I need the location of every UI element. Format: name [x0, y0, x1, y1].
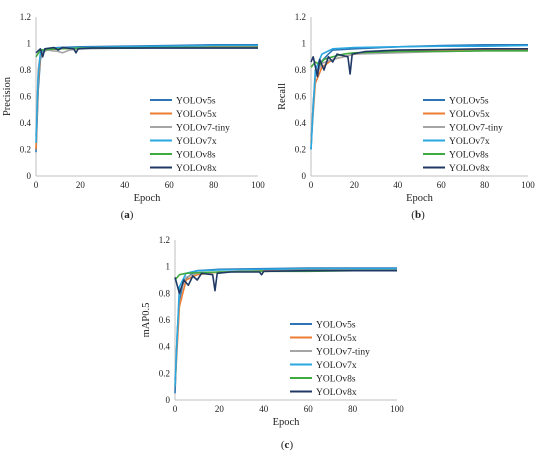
- series-line-yolov7-tiny: [174, 269, 397, 381]
- series-line-yolov8x: [35, 46, 258, 58]
- legend-entry: YOLOv5s: [449, 97, 489, 107]
- x-tick-label: 80: [209, 180, 219, 190]
- y-tick-label: 1: [302, 39, 307, 49]
- x-tick-label: 20: [76, 180, 86, 190]
- x-tick-label: 60: [165, 180, 175, 190]
- x-tick-label: 100: [521, 180, 535, 190]
- y-tick-label: 0.2: [20, 145, 31, 155]
- legend-entry: YOLOv5x: [449, 110, 490, 120]
- x-tick-label: 20: [215, 404, 225, 414]
- y-tick-label: 0.6: [159, 315, 171, 325]
- x-tick-label: 40: [120, 180, 130, 190]
- legend-entry: YOLOv5x: [176, 110, 217, 120]
- series-line-yolov5s: [310, 44, 528, 150]
- y-tick-label: 1.2: [159, 235, 170, 245]
- series-line-yolov5x: [174, 269, 397, 387]
- y-axis-label: Precision: [2, 76, 13, 116]
- x-tick-label: 0: [309, 180, 314, 190]
- x-tick-label: 80: [480, 180, 490, 190]
- chart-map05: 0 0.2 0.4 0.6 0.8 1 1.2 0 20 40 60 80 100 Epoch mAP0.5…: [141, 235, 404, 451]
- panel-label: (b): [411, 209, 425, 221]
- x-axis-label: Epoch: [273, 417, 301, 428]
- legend-entry: YOLOv7x: [176, 137, 217, 147]
- x-tick-label: 0: [34, 180, 39, 190]
- x-axis-label: Epoch: [134, 193, 162, 204]
- y-tick-label: 0: [302, 171, 307, 181]
- y-tick-label: 0.2: [159, 368, 170, 378]
- y-axis-label: Recall: [277, 83, 288, 110]
- series-line-yolov8x: [174, 269, 397, 295]
- chart-precision: 0 0.2 0.4 0.6 0.8 1 1.2 0 20 40 60 80 100 Epoch Precis…: [2, 12, 265, 221]
- x-tick-label: 100: [251, 180, 265, 190]
- y-tick-label: 0.6: [20, 92, 32, 102]
- legend-entry: YOLOv8s: [316, 375, 356, 385]
- y-tick-label: 0.6: [295, 92, 307, 102]
- series-line-yolov5x: [35, 46, 258, 150]
- x-tick-label: 100: [390, 404, 404, 414]
- y-tick-label: 1: [27, 39, 32, 49]
- legend-entry: YOLOv8x: [176, 164, 217, 174]
- legend: YOLOv5s YOLOv5x YOLOv7-tiny YOLOv7x YOLOv8s Y…: [290, 321, 370, 398]
- legend-entry: YOLOv5s: [176, 97, 216, 107]
- legend: YOLOv5s YOLOv5x YOLOv7-tiny YOLOv7x YOLOv8s Y…: [423, 97, 503, 174]
- x-tick-label: 40: [259, 404, 269, 414]
- series-line-yolov5s: [35, 44, 258, 153]
- panel-label: (a): [121, 209, 134, 221]
- legend-entry: YOLOv8x: [449, 164, 490, 174]
- legend-entry: YOLOv7x: [316, 361, 357, 371]
- x-tick-label: 20: [350, 180, 360, 190]
- y-tick-label: 1.2: [295, 12, 306, 22]
- legend-entry: YOLOv8s: [176, 151, 216, 161]
- legend-entry: YOLOv8s: [449, 151, 489, 161]
- legend: YOLOv5s YOLOv5x YOLOv7-tiny YOLOv7x YOLOv8s Y…: [150, 97, 230, 174]
- y-tick-label: 0.8: [159, 288, 171, 298]
- x-tick-label: 80: [348, 404, 358, 414]
- x-tick-label: 0: [173, 404, 178, 414]
- y-tick-label: 0.2: [295, 145, 306, 155]
- y-tick-label: 0.8: [20, 65, 32, 75]
- panel-label: (c): [281, 439, 294, 451]
- x-tick-label: 40: [393, 180, 403, 190]
- series-line-yolov8s: [310, 50, 528, 68]
- series-line-yolov8s: [174, 269, 397, 281]
- legend-entry: YOLOv8x: [316, 388, 357, 398]
- legend-entry: YOLOv7-tiny: [316, 348, 370, 358]
- legend-entry: YOLOv5s: [316, 321, 356, 331]
- x-tick-label: 60: [304, 404, 314, 414]
- y-tick-label: 1: [166, 262, 171, 272]
- chart-recall: 0 0.2 0.4 0.6 0.8 1 1.2 0 20 40 60 80 100 Epoch Recall…: [277, 12, 535, 221]
- series-line-yolov7x: [310, 44, 529, 150]
- series-line-yolov7x: [174, 267, 397, 387]
- series-line-yolov8x: [310, 48, 528, 78]
- y-tick-label: 0.8: [295, 65, 307, 75]
- y-tick-label: 0: [27, 171, 32, 181]
- legend-entry: YOLOv7-tiny: [176, 124, 230, 134]
- y-tick-label: 0.4: [159, 342, 171, 352]
- series-line-yolov5s: [174, 267, 397, 394]
- y-tick-label: 0: [166, 395, 171, 405]
- legend-entry: YOLOv7-tiny: [449, 124, 503, 134]
- legend-entry: YOLOv7x: [449, 137, 490, 147]
- y-axis-label: mAP0.5: [141, 303, 152, 338]
- x-axis-label: Epoch: [406, 193, 434, 204]
- legend-entry: YOLOv5x: [316, 334, 357, 344]
- y-tick-label: 0.4: [20, 118, 32, 128]
- y-tick-label: 0.4: [295, 118, 307, 128]
- x-tick-label: 60: [437, 180, 447, 190]
- y-tick-label: 1.2: [20, 12, 31, 22]
